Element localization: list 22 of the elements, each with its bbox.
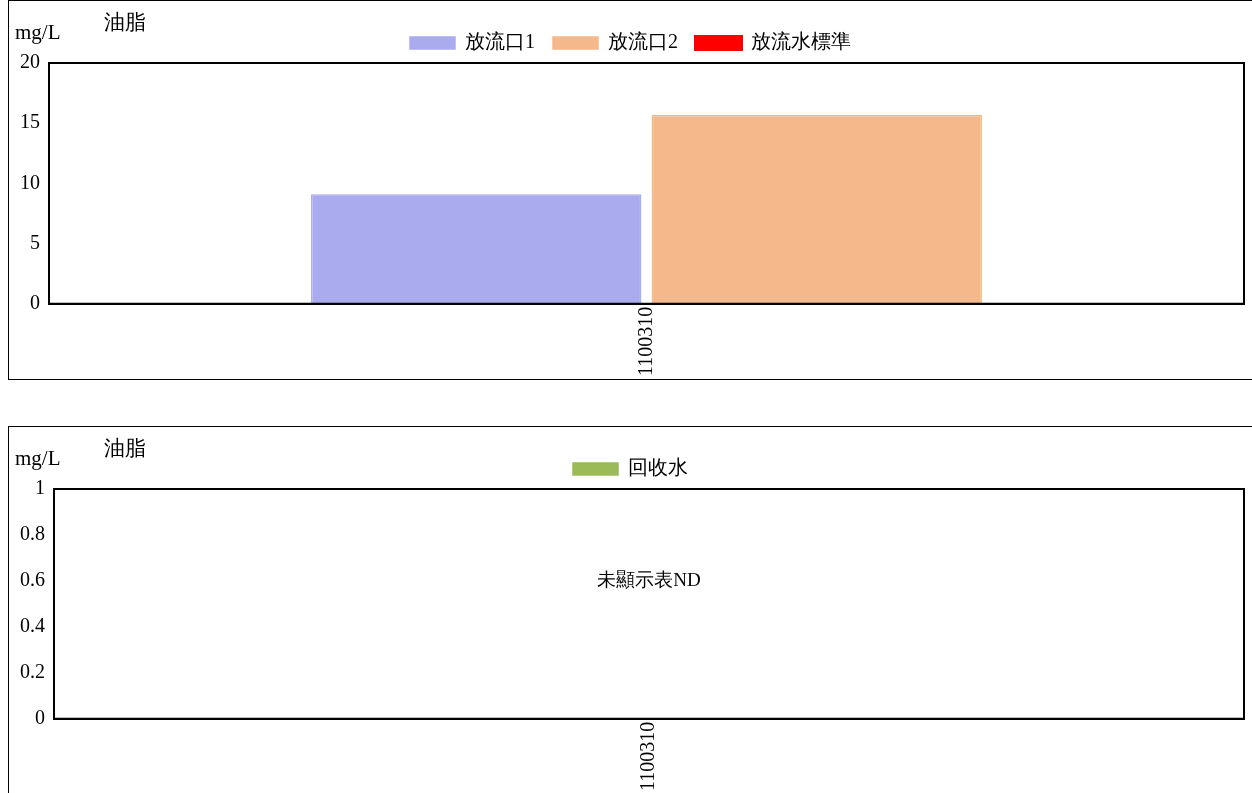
legend-label: 回收水 [628,456,688,479]
y-tick-label: 0.8 [20,522,45,545]
y-tick-label: 0.4 [20,614,45,637]
y-tick-label: 0 [30,290,40,313]
y-tick-label: 15 [20,110,40,133]
chart-title: 油脂 [104,9,146,34]
y-tick-label: 0.6 [20,568,45,591]
legend-label: 放流口2 [608,30,678,53]
y-tick-label: 1 [35,476,45,499]
y-tick-label: 20 [20,50,40,73]
x-tick-label: 1100310 [636,721,659,792]
y-axis-title: mg/L [15,19,61,44]
legend-label: 放流水標準 [751,30,851,53]
y-tick-label: 0 [35,705,45,728]
annotation: 未顯示表ND [597,568,701,590]
y-tick-label: 10 [20,170,40,193]
y-axis-title: mg/L [15,445,61,470]
y-tick-label: 5 [30,230,40,253]
x-tick-label: 1100310 [633,306,656,377]
legend-label: 放流口1 [465,30,535,53]
y-tick-label: 0.2 [20,660,45,683]
chart-title: 油脂 [104,435,146,460]
